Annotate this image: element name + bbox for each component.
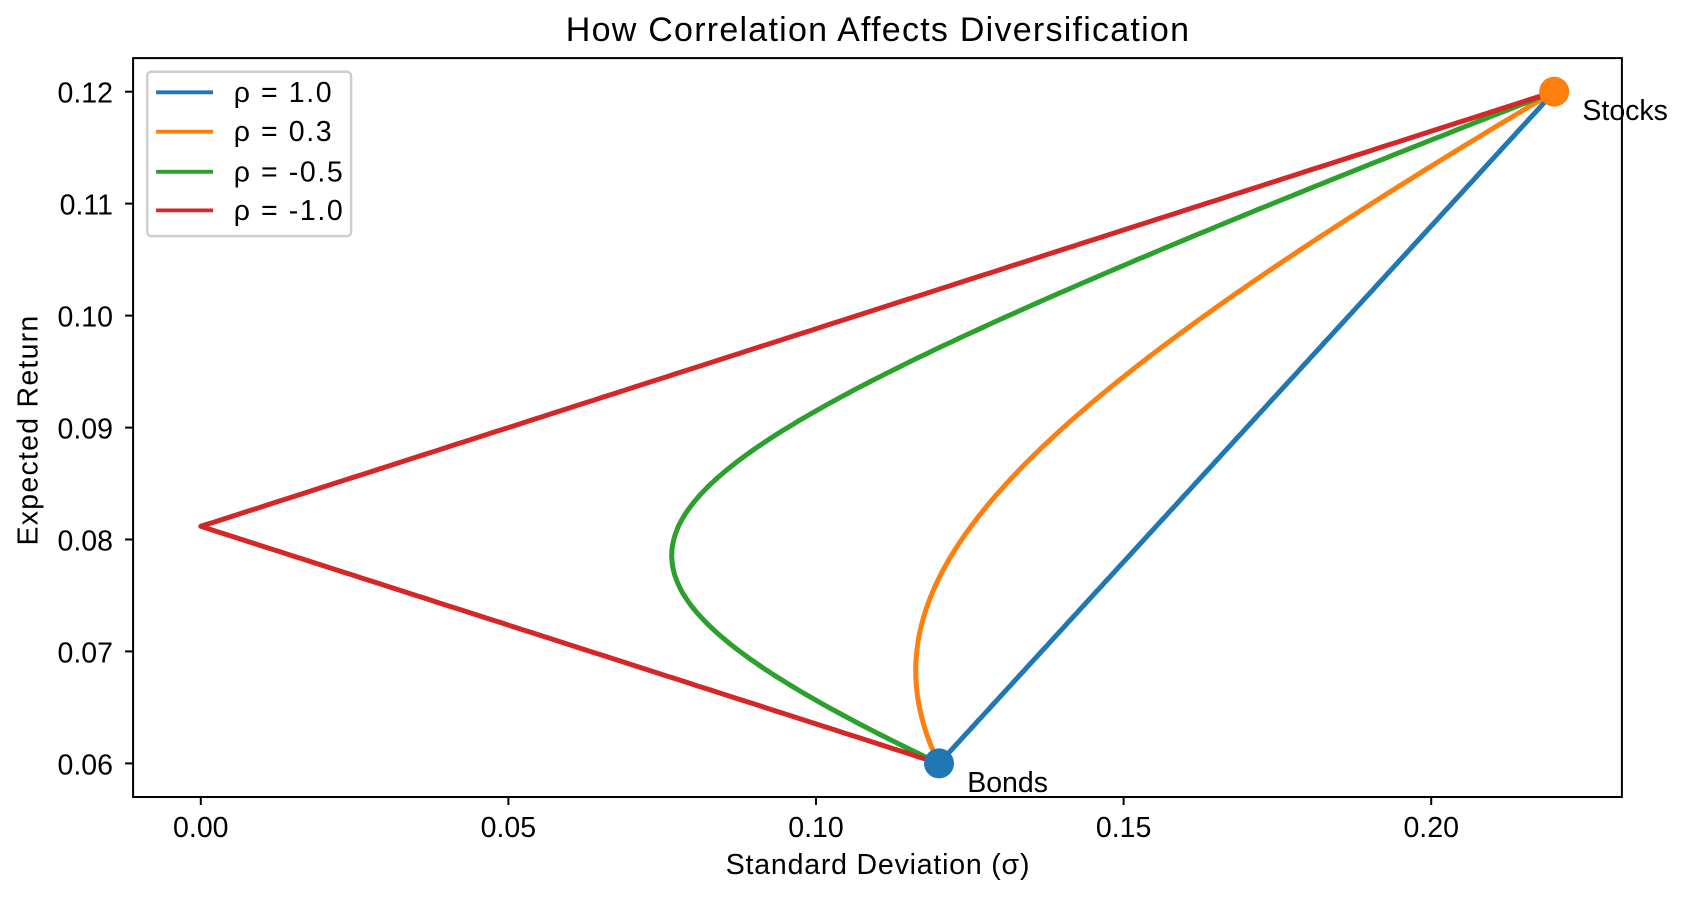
svg-text:0.15: 0.15 (1096, 812, 1151, 844)
svg-text:How Correlation Affects Divers: How Correlation Affects Diversification (566, 11, 1190, 49)
svg-text:Expected Return: Expected Return (13, 314, 45, 545)
svg-text:0.12: 0.12 (58, 78, 113, 110)
svg-text:0.00: 0.00 (173, 812, 228, 844)
svg-text:ρ = -0.5: ρ = -0.5 (234, 156, 345, 188)
svg-text:0.09: 0.09 (58, 413, 113, 445)
svg-text:ρ = 1.0: ρ = 1.0 (234, 77, 334, 109)
svg-text:0.10: 0.10 (58, 302, 113, 334)
svg-text:Bonds: Bonds (967, 767, 1048, 799)
svg-text:0.07: 0.07 (58, 637, 113, 669)
svg-text:0.05: 0.05 (481, 812, 536, 844)
svg-text:ρ = 0.3: ρ = 0.3 (234, 116, 334, 148)
svg-text:0.06: 0.06 (58, 749, 113, 781)
svg-text:0.10: 0.10 (788, 812, 843, 844)
svg-text:0.08: 0.08 (58, 525, 113, 557)
svg-text:ρ = -1.0: ρ = -1.0 (234, 195, 345, 227)
svg-text:Standard Deviation (σ): Standard Deviation (σ) (726, 849, 1031, 881)
svg-text:Stocks: Stocks (1582, 95, 1668, 127)
svg-text:0.11: 0.11 (60, 190, 113, 222)
svg-text:0.20: 0.20 (1403, 812, 1458, 844)
